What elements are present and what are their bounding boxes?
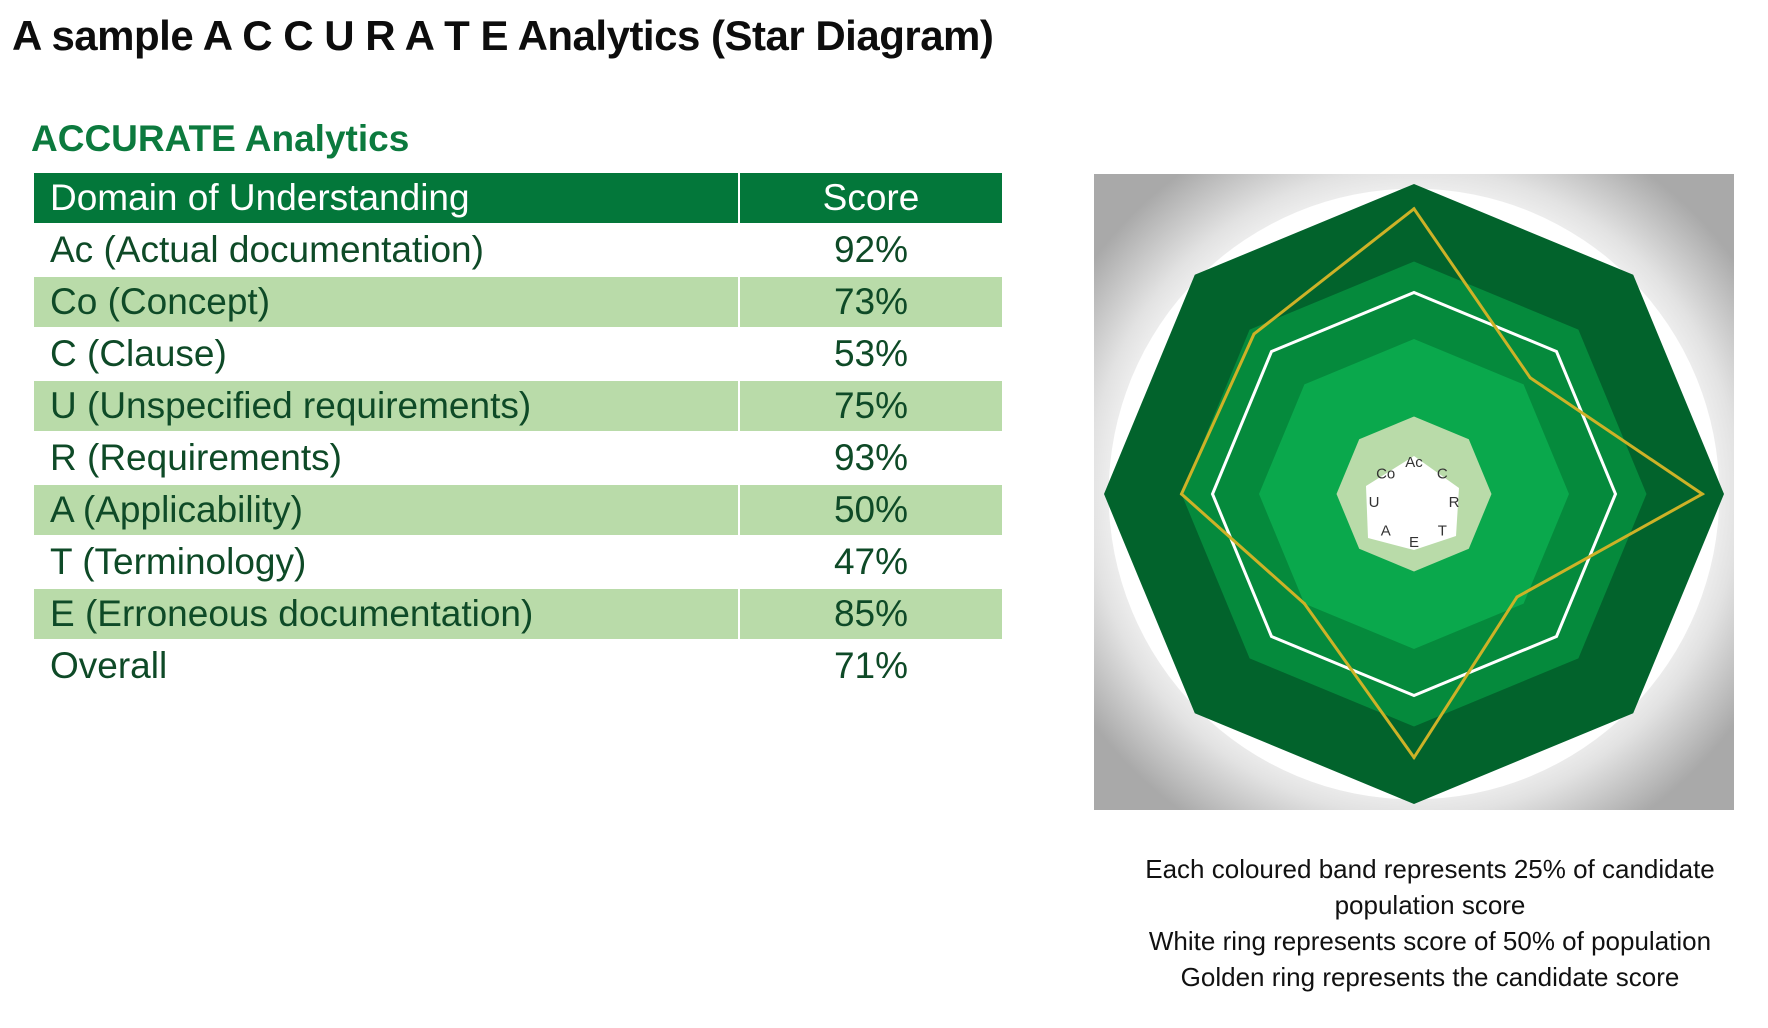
table-title: ACCURATE Analytics	[31, 118, 410, 159]
header-score: Score	[738, 173, 1002, 224]
scores-table: Domain of Understanding Score Ac (Actual…	[34, 173, 1002, 691]
row-domain: Overall	[50, 645, 168, 686]
point-A	[1302, 602, 1306, 606]
point-R	[1700, 492, 1704, 496]
center-label-area	[1366, 456, 1459, 550]
axis-label-T: T	[1438, 522, 1447, 539]
row-score: 93%	[738, 432, 1002, 484]
page-title: A sample A C C U R A T E Analytics (Star…	[12, 12, 994, 59]
table-row: T (Terminology) 47%	[34, 536, 1002, 588]
caption-line: Each coloured band represents 25% of can…	[1145, 854, 1715, 884]
table-row: Co (Concept) 73%	[34, 276, 1002, 328]
point-U	[1180, 492, 1183, 496]
axis-label-U: U	[1369, 494, 1380, 511]
table-row: C (Clause) 53%	[34, 328, 1002, 380]
table-row: A (Applicability) 50%	[34, 484, 1002, 536]
axis-label-R: R	[1449, 494, 1460, 511]
row-score: 92%	[738, 224, 1002, 276]
row-domain: Ac (Actual documentation)	[50, 229, 484, 270]
axis-label-Ac: Ac	[1405, 454, 1423, 471]
star-diagram: Ac C R T E A U Co	[1094, 174, 1734, 810]
row-domain: E (Erroneous documentation)	[34, 588, 739, 640]
row-score: 85%	[738, 588, 1002, 640]
row-score: 50%	[738, 484, 1002, 536]
star-diagram-svg: Ac CRT E AU Co	[1094, 174, 1734, 810]
table-row: R (Requirements) 93%	[34, 432, 1002, 484]
caption-line: White ring represents score of 50% of po…	[1148, 926, 1712, 956]
white-ring	[1210, 290, 1618, 698]
chart-caption: Each coloured band represents 25% of can…	[1110, 851, 1750, 995]
axis-label-C: C	[1437, 466, 1448, 483]
row-score: 73%	[738, 276, 1002, 328]
table-row: Ac (Actual documentation) 92%	[34, 224, 1002, 276]
table-header-row: Domain of Understanding Score	[34, 173, 1002, 224]
header-domain: Domain of Understanding	[34, 173, 739, 224]
caption-line: Golden ring represents the candidate sco…	[1180, 962, 1680, 992]
axis-label-E: E	[1409, 534, 1419, 551]
caption-line: population score	[1334, 890, 1526, 920]
point-E	[1412, 756, 1416, 759]
row-domain: T (Terminology)	[50, 541, 307, 582]
row-score: 53%	[738, 328, 1002, 380]
table-row-overall: Overall 71%	[34, 640, 1002, 691]
row-domain: R (Requirements)	[50, 437, 342, 478]
axis-label-Co: Co	[1376, 466, 1395, 483]
point-T	[1515, 595, 1519, 599]
axis-label-A: A	[1381, 522, 1391, 539]
row-domain: A (Applicability)	[34, 484, 739, 536]
point-Co	[1252, 332, 1256, 336]
table-row: U (Unspecified requirements) 75%	[34, 380, 1002, 432]
table-row: E (Erroneous documentation) 85%	[34, 588, 1002, 640]
row-score: 47%	[738, 536, 1002, 588]
row-domain: Co (Concept)	[34, 276, 739, 328]
point-C	[1528, 376, 1532, 380]
row-domain: C (Clause)	[50, 333, 227, 374]
row-score: 71%	[738, 640, 1002, 691]
row-domain: U (Unspecified requirements)	[34, 380, 739, 432]
row-score: 75%	[738, 380, 1002, 432]
point-Ac	[1412, 207, 1416, 211]
